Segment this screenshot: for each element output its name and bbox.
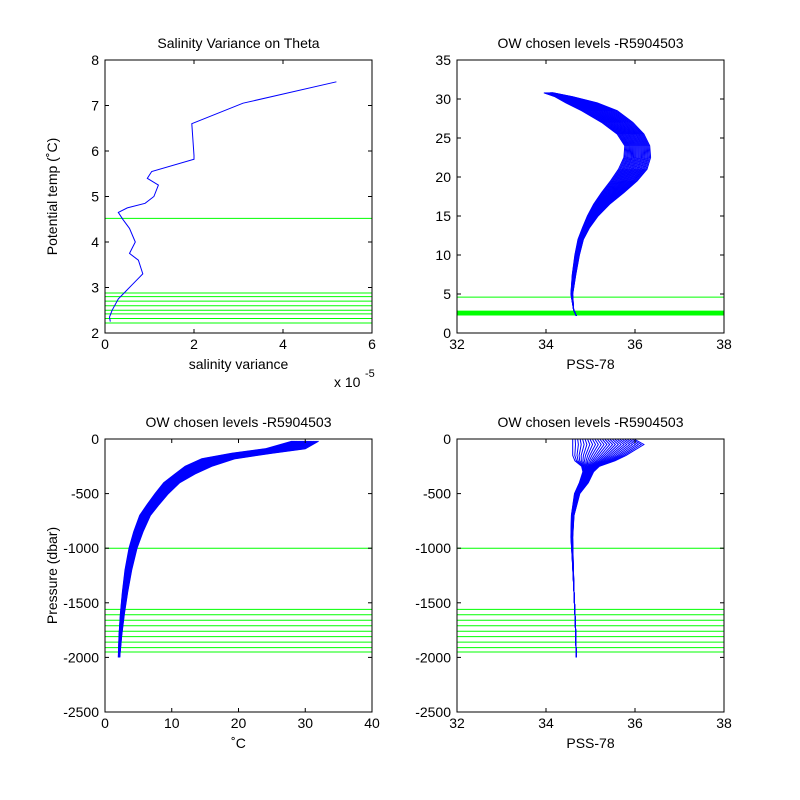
x-tick-label: 20 <box>231 715 247 731</box>
y-axis-label: Pressure (dbar) <box>44 527 60 624</box>
x-tick-label: 2 <box>190 336 198 352</box>
y-tick-label: 5 <box>91 189 99 205</box>
chart-ax4: 32 34 36 38 -2500 -2000 -1500 -1000 -500 0 OW chos… <box>415 414 732 751</box>
chart-title: OW chosen levels -R5904503 <box>498 414 684 430</box>
x-tick-label: 38 <box>716 336 732 352</box>
x-tick-label: 34 <box>538 336 554 352</box>
y-tick-label: -1500 <box>63 595 99 611</box>
y-tick-label: -500 <box>71 486 99 502</box>
profile-line <box>572 439 645 658</box>
y-tick-label: -1000 <box>63 540 99 556</box>
plot-area <box>105 60 372 333</box>
y-tick-label: 30 <box>435 91 451 107</box>
x-tick-label: 4 <box>279 336 287 352</box>
y-tick-label: 0 <box>443 325 451 341</box>
y-tick-label: 3 <box>91 280 99 296</box>
x-tick-label: 34 <box>538 715 554 731</box>
y-tick-label: 0 <box>91 431 99 447</box>
x-axis-label: PSS-78 <box>566 356 614 372</box>
chart-title: Salinity Variance on Theta <box>157 35 319 51</box>
series-line <box>108 81 337 322</box>
x-tick-label: 0 <box>101 715 109 731</box>
plot-layer <box>105 440 372 658</box>
y-tick-label: 0 <box>443 431 451 447</box>
y-tick-label: 25 <box>435 130 451 146</box>
chart-title: OW chosen levels -R5904503 <box>498 35 684 51</box>
profile-line <box>119 440 319 658</box>
y-tick-label: -1500 <box>415 595 451 611</box>
plot-layer <box>457 439 724 658</box>
y-tick-label: 6 <box>91 143 99 159</box>
x-exponent-power: -5 <box>365 368 375 380</box>
plot-layer <box>457 92 724 316</box>
y-tick-label: -2000 <box>63 649 99 665</box>
y-tick-label: -2000 <box>415 649 451 665</box>
x-tick-label: 0 <box>101 336 109 352</box>
axes-box <box>456 438 725 713</box>
chart-ax2: 32 34 36 38 0 5 10 15 20 25 30 35 OW chosen levels -… <box>435 35 732 372</box>
y-tick-label: 8 <box>91 52 99 68</box>
x-axis-label: salinity variance <box>189 356 289 372</box>
axes-box <box>456 59 725 334</box>
x-tick-label: 10 <box>164 715 180 731</box>
y-tick-label: 10 <box>435 247 451 263</box>
y-tick-label: 35 <box>435 52 451 68</box>
y-tick-label: 4 <box>91 234 99 250</box>
y-tick-label: -2500 <box>63 704 99 720</box>
y-tick-label: 2 <box>91 325 99 341</box>
x-tick-label: 32 <box>449 336 465 352</box>
x-axis-label: PSS-78 <box>566 735 614 751</box>
x-tick-label: 38 <box>716 715 732 731</box>
y-tick-label: -1000 <box>415 540 451 556</box>
x-exponent-label: x 10 <box>334 374 361 390</box>
y-axis-label: Potential temp (˚C) <box>44 138 60 255</box>
x-tick-label: 6 <box>368 336 376 352</box>
profile-line <box>552 92 652 316</box>
x-tick-label: 40 <box>364 715 380 731</box>
plot-area <box>105 439 372 712</box>
chart-title: OW chosen levels -R5904503 <box>146 414 332 430</box>
y-tick-label: 5 <box>443 286 451 302</box>
y-tick-label: -2500 <box>415 704 451 720</box>
y-tick-label: -500 <box>423 486 451 502</box>
plot-area <box>457 439 724 712</box>
plot-layer <box>105 81 372 324</box>
x-tick-label: 36 <box>627 336 643 352</box>
x-axis-label: ˚C <box>231 735 246 751</box>
x-tick-label: 30 <box>297 715 313 731</box>
x-tick-label: 32 <box>449 715 465 731</box>
y-tick-label: 7 <box>91 98 99 114</box>
x-tick-label: 36 <box>627 715 643 731</box>
y-tick-label: 20 <box>435 169 451 185</box>
chart-ax3: 0 10 20 30 40 -2500 -2000 -1500 -1000 -500 0 OW cho… <box>44 414 380 751</box>
y-tick-label: 15 <box>435 208 451 224</box>
